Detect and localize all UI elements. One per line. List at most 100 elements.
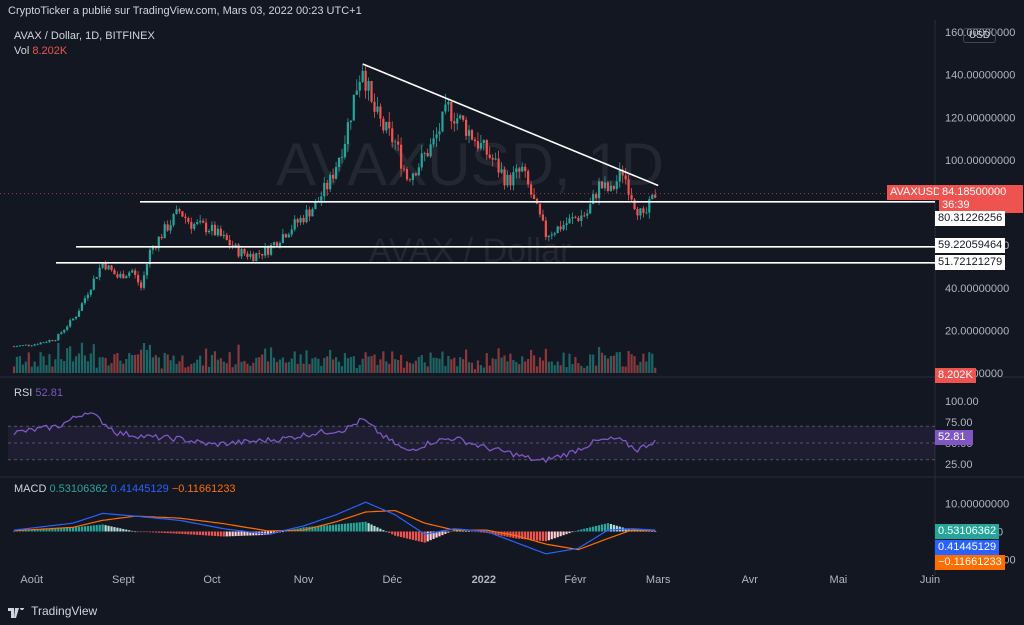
candle-body: [196, 222, 199, 225]
volume-bar: [222, 361, 225, 373]
volume-bar: [326, 356, 329, 373]
rsi-value: 52.81: [35, 387, 63, 399]
macd-histogram-bar: [577, 530, 580, 532]
volume-bar: [308, 364, 311, 373]
macd-histogram-bar: [417, 531, 420, 542]
candle-body: [320, 196, 323, 201]
macd-histogram-bar: [391, 531, 394, 535]
volume-bar: [178, 361, 181, 373]
macd-histogram-bar: [494, 531, 497, 535]
candle-body: [642, 208, 645, 213]
candle-body: [580, 215, 583, 221]
macd-histogram-bar: [482, 531, 485, 533]
candle-body: [228, 239, 231, 246]
candle-body: [391, 128, 394, 143]
macd-histogram-bar: [420, 531, 423, 542]
volume-bar: [287, 361, 290, 373]
volume-bar: [459, 357, 462, 373]
candle-body: [512, 172, 515, 186]
volume-bar: [340, 366, 344, 373]
candle-body: [71, 318, 75, 321]
candle-body: [583, 215, 586, 217]
volume-bar: [249, 365, 252, 373]
volume-bar: [603, 355, 607, 373]
volume-bar: [358, 364, 361, 373]
macd-histogram-bar: [464, 531, 468, 532]
macd-histogram-bar: [142, 531, 146, 533]
candle-body: [12, 346, 16, 348]
volume-bar: [246, 363, 249, 373]
macd-histogram-bar: [580, 529, 583, 532]
macd-histogram-bar: [107, 525, 110, 532]
candle-body: [284, 234, 287, 238]
volume-bar: [414, 360, 417, 373]
macd-histogram-bar: [556, 531, 559, 538]
candle-body: [621, 169, 624, 176]
macd-histogram-bar: [166, 531, 169, 534]
candle-body: [438, 131, 441, 135]
macd-histogram-bar: [337, 524, 341, 532]
volume-bar: [518, 364, 521, 373]
macd-histogram-bar: [199, 531, 202, 536]
macd-histogram-bar: [382, 530, 385, 532]
candle-body: [305, 209, 308, 223]
currency-button[interactable]: USD: [963, 28, 997, 43]
candle-body: [252, 254, 255, 262]
macd-histogram-bar: [394, 531, 397, 536]
volume-bar: [281, 357, 284, 373]
time-axis-tick: Mars: [646, 574, 671, 586]
volume-bar: [320, 365, 323, 373]
volume-bar: [166, 354, 169, 373]
macd-histogram-bar: [583, 528, 586, 532]
macd-histogram-bar: [89, 525, 92, 532]
candle-body: [326, 182, 329, 190]
candle-body: [506, 174, 509, 186]
volume-bar: [122, 363, 125, 373]
candle-body: [462, 115, 465, 120]
candle-body: [426, 153, 429, 157]
candle-body: [565, 223, 568, 225]
candle-body: [518, 168, 521, 172]
volume-bar: [83, 355, 87, 373]
macd-histogram-bar: [302, 527, 305, 532]
footer-brand[interactable]: TradingView: [8, 604, 97, 618]
macd-histogram-bar: [373, 525, 376, 532]
volume-bar: [630, 354, 633, 373]
macd-histogram-bar: [432, 531, 435, 539]
candle-body: [219, 228, 222, 236]
macd-histogram-bar: [228, 531, 231, 537]
rsi-axis-tick: 25.00: [945, 459, 973, 471]
candle-body: [142, 275, 146, 288]
macd-histogram-bar: [284, 531, 287, 532]
macd-histogram-bar: [116, 527, 119, 532]
macd-histogram-bar: [571, 531, 574, 533]
volume-bar: [476, 360, 480, 373]
candle-body: [98, 267, 101, 278]
macd-histogram-bar: [627, 529, 630, 532]
volume-bar: [272, 357, 276, 373]
macd-histogram-bar: [134, 531, 137, 533]
volume-bar: [654, 367, 657, 373]
macd-tag: 0.53106362: [935, 524, 1000, 539]
macd-histogram-bar: [364, 521, 367, 532]
macd-histogram-bar: [467, 531, 471, 532]
candle-body: [193, 224, 196, 229]
candle-body: [562, 224, 565, 230]
volume-bar: [216, 359, 219, 373]
volume-bar: [636, 365, 639, 373]
volume-bar: [269, 347, 273, 373]
macd-histogram-bar: [54, 528, 57, 532]
macd-histogram-bar: [15, 530, 19, 532]
candle-body: [258, 253, 261, 255]
volume-bar: [237, 344, 240, 373]
candle-body: [574, 217, 577, 218]
volume-bar: [219, 358, 222, 373]
volume-bar: [196, 359, 199, 373]
macd-histogram-bar: [27, 530, 30, 532]
candle-body: [281, 234, 284, 243]
candle-body: [592, 194, 595, 205]
macd-histogram-bar: [202, 531, 205, 536]
level-tag-3: 51.72121279: [935, 255, 1006, 270]
volume-bar: [491, 358, 494, 373]
